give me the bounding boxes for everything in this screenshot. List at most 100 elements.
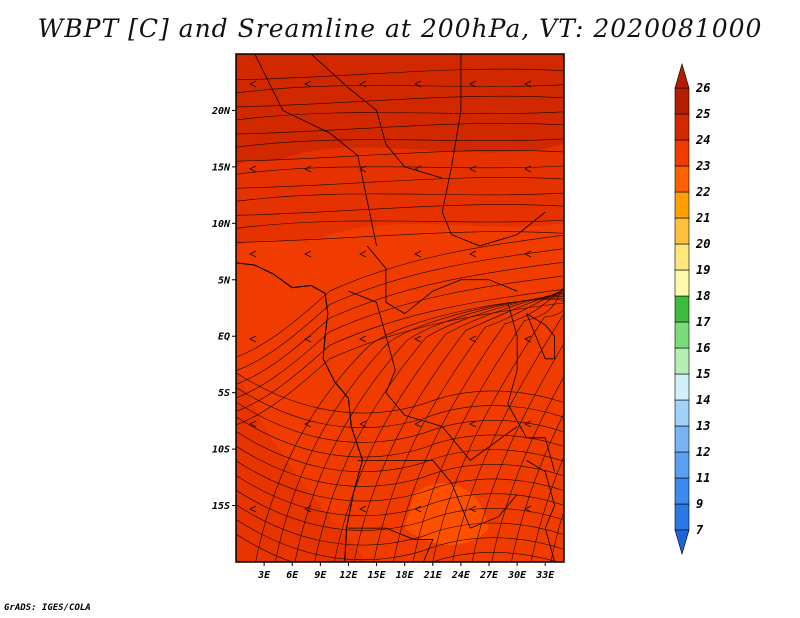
- streamline-arrow: [469, 505, 477, 513]
- colorbar-label: 7: [696, 523, 704, 537]
- colorbar-label: 18: [696, 289, 710, 303]
- streamline-arrow: [359, 165, 367, 173]
- streamlines: [236, 68, 564, 562]
- colorbar-bin: [674, 269, 690, 297]
- streamline: [471, 342, 564, 562]
- streamline-arrow: [469, 420, 477, 428]
- streamline: [236, 261, 564, 385]
- colorbar-label: 11: [696, 471, 710, 485]
- colorbar-label: 26: [695, 81, 710, 95]
- colorbar-label: 20: [695, 237, 710, 251]
- colorbar-bin: [674, 243, 690, 271]
- colorbar-extend-high: [674, 62, 690, 89]
- streamline: [236, 68, 564, 81]
- streamline-arrow: [359, 420, 367, 428]
- streamline-arrow: [304, 80, 312, 88]
- streamline: [236, 401, 564, 443]
- colorbar-bin: [674, 217, 690, 245]
- streamline: [393, 288, 564, 562]
- streamline: [236, 489, 564, 531]
- colorbar-label: 23: [695, 159, 710, 173]
- streamline-arrow: [359, 335, 367, 343]
- colorbar-bin: [674, 87, 690, 115]
- x-tick-label: 9E: [314, 570, 327, 581]
- colorbar-bin: [674, 477, 690, 505]
- streamline: [236, 219, 564, 229]
- border-line: [348, 290, 518, 461]
- colorbar-label: 9: [696, 497, 703, 511]
- colorbar-label: 16: [696, 341, 710, 355]
- field-region-north: [236, 54, 564, 167]
- streamline-arrow: [304, 250, 312, 258]
- y-tick-label: 10S: [212, 445, 230, 456]
- streamline-arrow: [469, 335, 477, 343]
- streamline: [236, 165, 564, 175]
- colorbar-bin: [674, 425, 690, 453]
- border-line: [526, 313, 556, 360]
- x-tick-label: 12E: [339, 570, 358, 581]
- colorbar-bin: [674, 321, 690, 349]
- streamline: [236, 150, 564, 162]
- streamline: [236, 204, 564, 216]
- colorbar-label: 21: [695, 211, 710, 225]
- colorbar-label: 17: [696, 315, 711, 329]
- x-tick-label: 18E: [396, 570, 415, 581]
- border-line: [254, 54, 377, 246]
- colorbar-bin: [674, 295, 690, 323]
- streamline: [236, 475, 564, 517]
- x-tick-label: 30E: [507, 570, 527, 581]
- colorbar-label: 14: [696, 393, 710, 407]
- streamline-arrow: [414, 335, 422, 343]
- colorbar-bin: [674, 113, 690, 141]
- colorbar-bin: [674, 139, 690, 167]
- colorbar-bin: [674, 451, 690, 479]
- y-tick-label: 10N: [212, 219, 231, 230]
- streamline-arrow: [414, 250, 422, 258]
- x-tick-label: 27E: [479, 570, 499, 581]
- border-line: [348, 527, 434, 562]
- streamline-arrow: [414, 505, 422, 513]
- streamline: [236, 302, 564, 426]
- streamline: [236, 248, 564, 372]
- x-tick-label: 15E: [368, 570, 387, 581]
- colorbar-label: 24: [695, 133, 710, 147]
- streamline-arrow: [414, 165, 422, 173]
- streamline: [236, 519, 564, 561]
- chart-title: WBPT [C] and Sreamline at 200hPa, VT: 20…: [37, 14, 763, 43]
- streamline-arrow: [469, 80, 477, 88]
- colorbar-label: 19: [696, 263, 710, 277]
- x-axis: 3E 6E 9E 12E 15E 18E 21E 24E 27E 30E 33E: [257, 562, 555, 581]
- streamline: [373, 289, 564, 562]
- streamline: [236, 95, 564, 108]
- streamline: [236, 504, 564, 546]
- streamline: [236, 231, 564, 243]
- streamline: [412, 286, 564, 562]
- border-line: [507, 302, 556, 472]
- streamline-arrow: [304, 505, 312, 513]
- border-line: [357, 460, 518, 529]
- streamline: [314, 294, 564, 562]
- y-tick-label: 20N: [211, 106, 231, 117]
- streamline-arrow: [249, 80, 257, 88]
- streamline: [294, 296, 564, 562]
- streamline: [452, 313, 564, 562]
- x-tick-label: 21E: [423, 570, 443, 581]
- streamline-arrow: [304, 165, 312, 173]
- temperature-field: [236, 54, 564, 562]
- streamline-arrow: [469, 165, 477, 173]
- credit-text: GrADS: IGES/COLA: [4, 603, 91, 613]
- field-region-west-coast: [236, 370, 368, 562]
- streamline: [236, 111, 564, 121]
- colorbar-label: 15: [696, 367, 710, 381]
- colorbar-label: 13: [696, 419, 710, 433]
- streamline: [236, 533, 559, 562]
- streamline: [550, 509, 564, 562]
- streamline: [236, 430, 564, 473]
- streamline-arrow: [249, 335, 257, 343]
- border-line: [366, 245, 518, 315]
- streamline-arrow: [524, 335, 532, 343]
- colorbar: 7 9 11 12 13 14 15 16 17 18 19 20 21 22 23 24 25 26: [674, 62, 711, 556]
- streamline-arrow: [524, 420, 532, 428]
- streamline: [236, 234, 564, 358]
